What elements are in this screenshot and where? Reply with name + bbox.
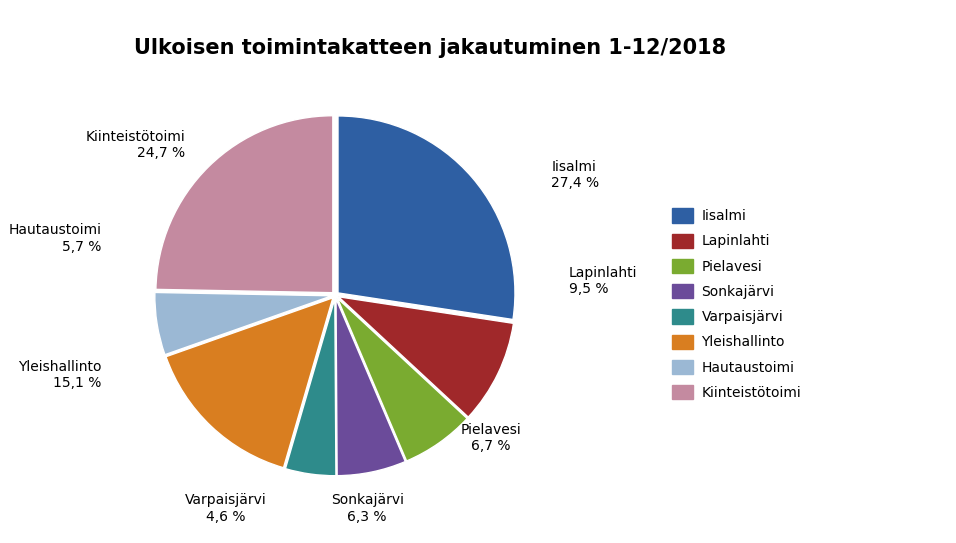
Wedge shape bbox=[155, 293, 332, 355]
Text: Sonkajärvi
6,3 %: Sonkajärvi 6,3 % bbox=[331, 494, 403, 523]
Text: Yleishallinto
15,1 %: Yleishallinto 15,1 % bbox=[18, 360, 101, 390]
Wedge shape bbox=[338, 116, 515, 319]
Wedge shape bbox=[156, 116, 333, 293]
Text: Varpaisjärvi
4,6 %: Varpaisjärvi 4,6 % bbox=[185, 494, 267, 523]
Wedge shape bbox=[338, 297, 513, 417]
Wedge shape bbox=[286, 299, 336, 476]
Wedge shape bbox=[337, 298, 467, 461]
Text: Hautaustoimi
5,7 %: Hautaustoimi 5,7 % bbox=[9, 224, 101, 254]
Legend: Iisalmi, Lapinlahti, Pielavesi, Sonkajärvi, Varpaisjärvi, Yleishallinto, Hautaus: Iisalmi, Lapinlahti, Pielavesi, Sonkajär… bbox=[672, 209, 801, 400]
Text: Lapinlahti
9,5 %: Lapinlahti 9,5 % bbox=[569, 266, 638, 296]
Text: Pielavesi
6,7 %: Pielavesi 6,7 % bbox=[461, 422, 521, 453]
Text: Iisalmi
27,4 %: Iisalmi 27,4 % bbox=[552, 160, 599, 190]
Text: Ulkoisen toimintakatteen jakautuminen 1-12/2018: Ulkoisen toimintakatteen jakautuminen 1-… bbox=[134, 38, 727, 58]
Wedge shape bbox=[336, 299, 405, 476]
Wedge shape bbox=[166, 298, 333, 468]
Text: Kiinteistötoimi
24,7 %: Kiinteistötoimi 24,7 % bbox=[85, 130, 185, 160]
